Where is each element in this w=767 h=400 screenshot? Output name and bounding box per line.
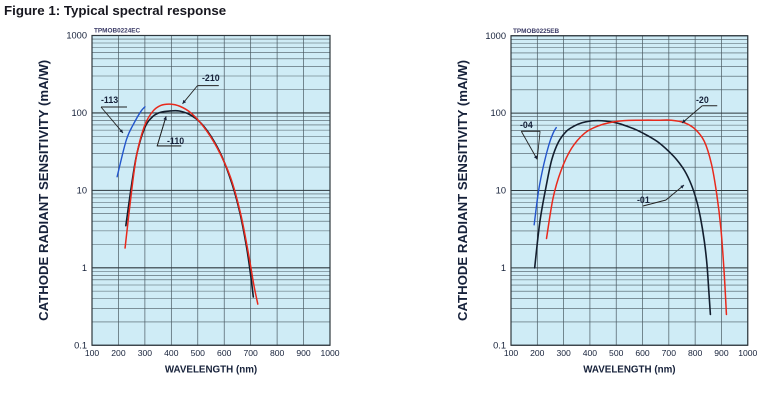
svg-text:CATHODE RADIANT SENSITIVITY (m: CATHODE RADIANT SENSITIVITY (mA/W)	[36, 60, 51, 321]
svg-text:1: 1	[82, 263, 87, 273]
svg-text:-113: -113	[101, 95, 118, 105]
svg-text:500: 500	[191, 348, 206, 358]
svg-text:100: 100	[490, 108, 506, 118]
svg-text:300: 300	[556, 348, 571, 358]
svg-text:10: 10	[77, 185, 87, 195]
svg-text:1000: 1000	[738, 348, 757, 358]
svg-text:-20: -20	[696, 95, 709, 105]
svg-text:400: 400	[583, 348, 598, 358]
svg-text:CATHODE RADIANT SENSITIVITY (m: CATHODE RADIANT SENSITIVITY (mA/W)	[455, 60, 470, 321]
svg-text:100: 100	[71, 108, 87, 118]
svg-text:-110: -110	[167, 136, 184, 146]
svg-text:900: 900	[714, 348, 729, 358]
svg-text:WAVELENGTH (nm): WAVELENGTH (nm)	[165, 364, 257, 375]
svg-text:800: 800	[270, 348, 285, 358]
svg-text:1000: 1000	[485, 31, 506, 41]
svg-text:-01: -01	[637, 195, 650, 205]
svg-text:800: 800	[688, 348, 703, 358]
svg-text:TPMOB0225EB: TPMOB0225EB	[513, 28, 560, 35]
svg-text:WAVELENGTH (nm): WAVELENGTH (nm)	[583, 364, 675, 375]
svg-text:300: 300	[138, 348, 153, 358]
svg-text:700: 700	[662, 348, 677, 358]
svg-text:500: 500	[609, 348, 624, 358]
svg-text:100: 100	[85, 348, 100, 358]
svg-text:1000: 1000	[320, 348, 339, 358]
svg-text:-210: -210	[202, 73, 220, 83]
svg-text:100: 100	[504, 348, 519, 358]
svg-text:1000: 1000	[66, 31, 87, 41]
svg-text:-04: -04	[520, 120, 533, 130]
svg-text:TPMOB0224EC: TPMOB0224EC	[94, 28, 141, 35]
svg-text:600: 600	[217, 348, 232, 358]
svg-text:200: 200	[111, 348, 126, 358]
svg-text:10: 10	[496, 186, 506, 196]
svg-text:900: 900	[296, 348, 311, 358]
svg-text:200: 200	[530, 348, 545, 358]
svg-text:700: 700	[243, 348, 258, 358]
svg-text:400: 400	[164, 348, 179, 358]
svg-text:1: 1	[501, 263, 506, 273]
svg-text:600: 600	[635, 348, 650, 358]
